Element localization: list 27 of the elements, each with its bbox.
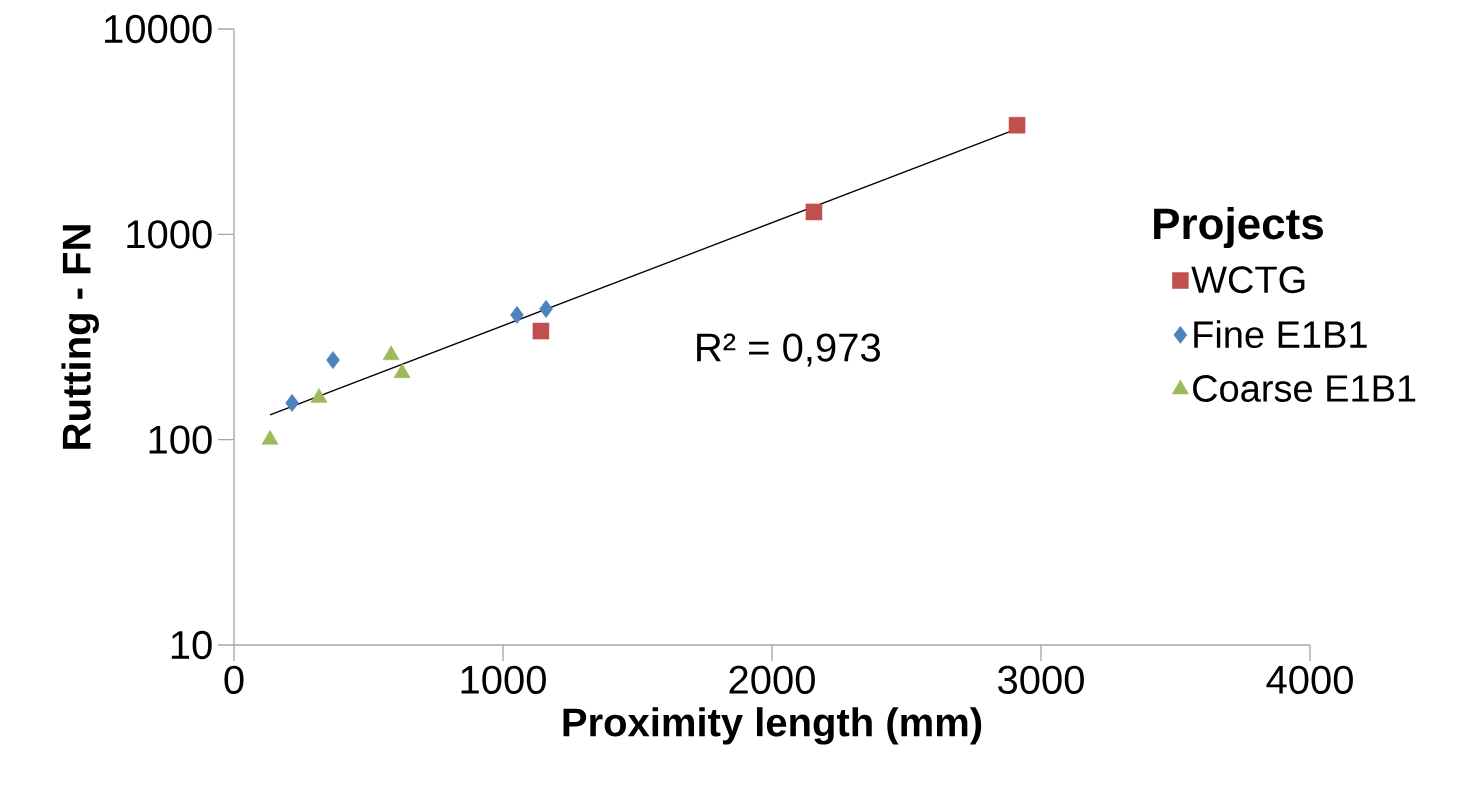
x-tick-label: 1000 bbox=[461, 665, 546, 694]
y-axis-title: Rutting - FN bbox=[61, 225, 99, 449]
y-tick-label: 10000 bbox=[105, 14, 212, 44]
y-tick-label: 10 bbox=[171, 630, 212, 660]
x-tick-label: 4000 bbox=[1266, 665, 1353, 694]
annotation: R² = 0,973 bbox=[697, 333, 880, 367]
x-tick-label: 3000 bbox=[998, 665, 1084, 694]
legend-label: WCTG bbox=[1191, 266, 1305, 294]
legend-label: Coarse E1B1 bbox=[1193, 375, 1416, 402]
point bbox=[510, 305, 524, 324]
point bbox=[539, 300, 553, 318]
point bbox=[532, 322, 550, 340]
y-tick-label: 100 bbox=[149, 425, 212, 454]
point bbox=[393, 363, 411, 378]
y-tick-label: 1000 bbox=[127, 220, 212, 249]
point bbox=[310, 388, 328, 403]
point bbox=[285, 393, 299, 412]
point bbox=[261, 430, 279, 445]
legend-label: Fine E1B1 bbox=[1194, 320, 1367, 349]
point bbox=[326, 351, 340, 370]
point bbox=[382, 345, 400, 361]
x-axis-title: Proximity length (mm) bbox=[563, 707, 982, 745]
x-tick-label: 2000 bbox=[729, 665, 815, 694]
legend-title: Projects bbox=[1154, 207, 1323, 249]
point bbox=[1008, 116, 1026, 134]
x-tick-label: 0 bbox=[224, 665, 244, 694]
point bbox=[805, 203, 823, 221]
